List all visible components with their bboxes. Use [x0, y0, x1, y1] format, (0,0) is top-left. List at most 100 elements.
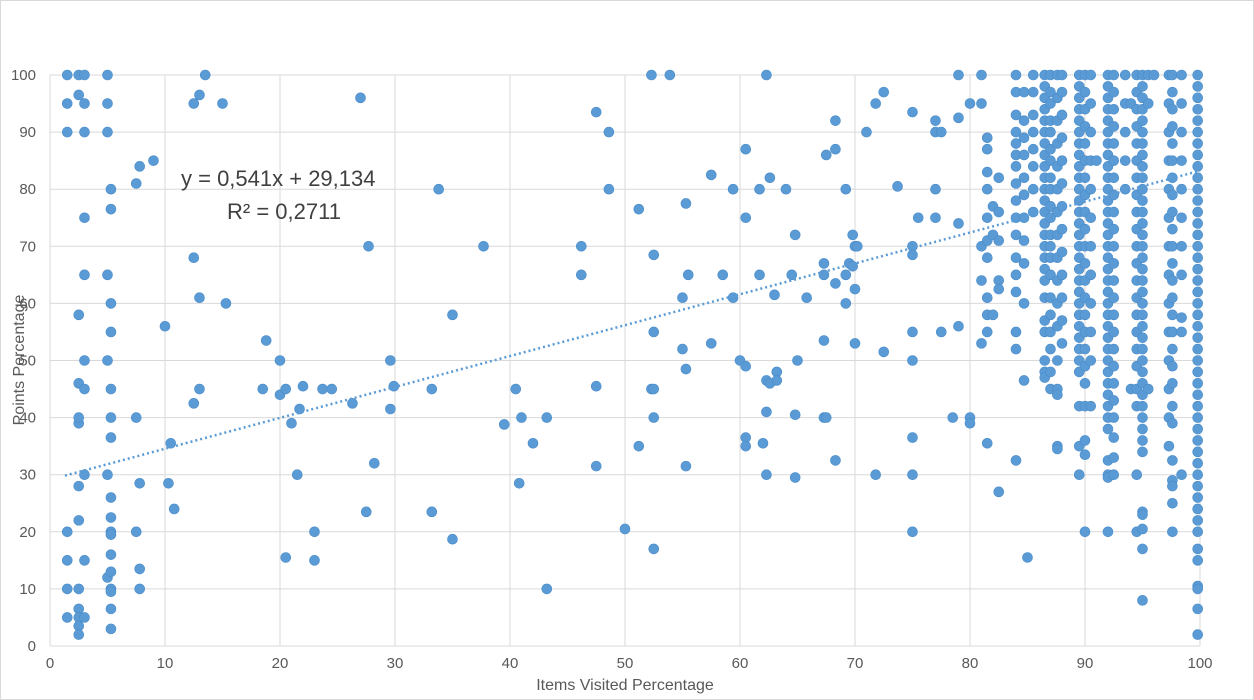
x-tick-label: 100	[1187, 655, 1212, 672]
data-point	[870, 469, 882, 481]
data-point	[1018, 86, 1030, 98]
data-point	[907, 432, 918, 443]
data-point	[134, 477, 145, 489]
data-point	[907, 526, 918, 538]
data-point	[947, 412, 959, 423]
data-point	[981, 437, 993, 449]
data-point	[953, 218, 964, 229]
data-point	[1192, 355, 1203, 366]
data-point	[1010, 252, 1022, 264]
data-point	[1079, 223, 1091, 235]
data-point	[993, 486, 1005, 498]
data-point	[1056, 201, 1068, 212]
data-point	[1137, 543, 1148, 555]
data-point	[134, 583, 145, 595]
data-point	[1192, 115, 1203, 126]
data-point	[217, 98, 228, 109]
data-point	[849, 283, 861, 295]
data-point	[1056, 223, 1068, 235]
data-point	[433, 183, 445, 195]
data-point	[1167, 155, 1178, 166]
data-point	[1079, 138, 1091, 149]
data-point	[1137, 149, 1148, 161]
data-point	[1027, 143, 1039, 155]
data-point	[220, 298, 232, 309]
x-tick-label: 40	[502, 655, 519, 672]
data-point	[510, 383, 522, 395]
data-point	[1119, 126, 1131, 138]
data-point	[280, 552, 292, 563]
x-tick-label: 80	[962, 655, 979, 672]
data-point	[426, 383, 438, 395]
data-point	[1010, 326, 1022, 338]
data-point	[981, 132, 993, 144]
data-point	[1192, 603, 1203, 615]
data-point	[105, 383, 117, 395]
data-point	[907, 469, 918, 481]
data-point	[981, 252, 993, 264]
data-point	[930, 212, 941, 224]
data-point	[1085, 400, 1097, 412]
data-point	[830, 143, 841, 155]
data-point	[1192, 275, 1203, 286]
data-point	[1079, 309, 1091, 321]
y-tick-label: 60	[19, 295, 36, 312]
data-point	[79, 212, 90, 224]
data-point	[1045, 309, 1056, 321]
data-point	[1052, 443, 1063, 455]
data-point	[73, 515, 85, 526]
data-point	[964, 418, 976, 429]
data-point	[769, 289, 780, 301]
data-point	[1137, 286, 1148, 298]
data-point	[1045, 326, 1056, 338]
data-point	[740, 212, 752, 224]
data-point	[1137, 412, 1148, 423]
data-point	[1137, 355, 1148, 366]
data-point	[1052, 389, 1063, 401]
data-point	[130, 526, 142, 538]
data-point	[1018, 258, 1030, 269]
data-point	[1192, 629, 1203, 640]
data-point	[61, 526, 73, 538]
trendline-equation: y = 0,541x + 29,134	[181, 166, 376, 191]
data-point	[1137, 252, 1148, 264]
data-point	[1192, 423, 1203, 435]
data-points	[61, 69, 1203, 640]
data-point	[633, 440, 645, 452]
data-point	[385, 403, 396, 415]
data-point	[1108, 412, 1120, 423]
data-point	[1192, 343, 1203, 355]
data-point	[1176, 155, 1187, 166]
data-point	[61, 126, 73, 138]
data-point	[907, 106, 918, 118]
data-point	[1137, 400, 1148, 412]
data-point	[1108, 309, 1120, 321]
data-point	[1192, 69, 1203, 81]
data-point	[1108, 69, 1120, 81]
data-point	[789, 229, 801, 241]
data-point	[930, 115, 941, 126]
data-point	[516, 412, 527, 423]
data-point	[163, 477, 174, 489]
data-point	[1192, 457, 1203, 469]
data-point	[1176, 326, 1187, 338]
data-point	[1192, 435, 1203, 446]
data-point	[79, 98, 90, 109]
data-point	[780, 183, 792, 195]
data-point	[61, 98, 73, 109]
data-point	[194, 383, 205, 395]
data-point	[1056, 69, 1068, 81]
data-point	[953, 112, 964, 124]
data-point	[677, 292, 688, 303]
data-point	[297, 380, 309, 392]
data-point	[1163, 440, 1175, 452]
data-point	[105, 492, 117, 503]
data-point	[786, 269, 798, 281]
data-point	[1045, 269, 1056, 281]
data-point	[1091, 155, 1102, 166]
data-point	[105, 512, 117, 523]
data-point	[1142, 98, 1154, 109]
data-point	[1108, 138, 1120, 149]
data-point	[1079, 172, 1091, 184]
